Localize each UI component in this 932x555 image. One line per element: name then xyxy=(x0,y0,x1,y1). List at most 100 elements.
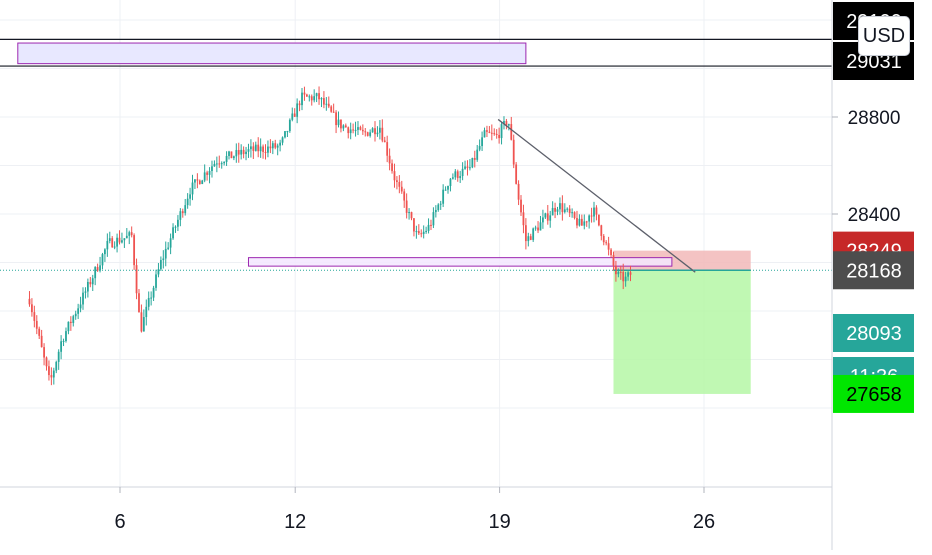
candle[interactable] xyxy=(50,367,53,386)
candle[interactable] xyxy=(332,103,335,113)
candle[interactable] xyxy=(203,164,206,183)
candle[interactable] xyxy=(605,240,608,246)
candle[interactable] xyxy=(537,221,539,234)
candle[interactable] xyxy=(269,139,272,154)
candle[interactable] xyxy=(490,124,493,141)
candle[interactable] xyxy=(213,160,216,167)
candle[interactable] xyxy=(82,287,84,310)
candle[interactable] xyxy=(305,93,308,97)
candle[interactable] xyxy=(150,291,153,306)
candle[interactable] xyxy=(432,207,435,229)
candle[interactable] xyxy=(425,226,428,234)
candle[interactable] xyxy=(408,208,410,220)
candle[interactable] xyxy=(629,265,632,282)
price-axis[interactable]: 28800 28400 xyxy=(832,108,900,226)
candle[interactable] xyxy=(206,170,209,181)
candle[interactable] xyxy=(86,278,89,298)
candle[interactable] xyxy=(262,144,264,159)
candle[interactable] xyxy=(366,131,369,137)
candle[interactable] xyxy=(376,126,379,137)
candle[interactable] xyxy=(242,146,245,159)
candle[interactable] xyxy=(559,197,561,215)
candle[interactable] xyxy=(318,86,320,105)
candle[interactable] xyxy=(459,170,462,183)
candle[interactable] xyxy=(510,116,513,141)
candle[interactable] xyxy=(55,360,58,374)
candle[interactable] xyxy=(191,174,194,201)
candle[interactable] xyxy=(573,211,576,220)
candle[interactable] xyxy=(179,208,182,227)
candle[interactable] xyxy=(138,289,140,313)
candle[interactable] xyxy=(33,305,36,328)
currency-badge[interactable]: USD xyxy=(858,16,910,56)
candle[interactable] xyxy=(451,173,454,180)
candle[interactable] xyxy=(437,203,440,212)
candle[interactable] xyxy=(57,349,60,370)
candle[interactable] xyxy=(556,206,559,216)
candle[interactable] xyxy=(454,169,457,180)
time-axis[interactable]: 6 12 19 26 xyxy=(114,487,715,533)
candle[interactable] xyxy=(189,187,191,206)
candle[interactable] xyxy=(301,87,303,111)
candle[interactable] xyxy=(483,127,486,138)
candle[interactable] xyxy=(174,225,177,233)
candle[interactable] xyxy=(123,238,126,248)
candle[interactable] xyxy=(135,258,138,300)
candle[interactable] xyxy=(65,327,67,343)
resistance-zone[interactable] xyxy=(17,42,527,65)
candle[interactable] xyxy=(442,184,445,208)
candle[interactable] xyxy=(588,214,591,229)
candle[interactable] xyxy=(503,116,505,130)
candle[interactable] xyxy=(155,269,157,291)
candle[interactable] xyxy=(218,155,221,168)
candle[interactable] xyxy=(344,123,347,128)
candle[interactable] xyxy=(164,241,167,267)
candle[interactable] xyxy=(427,218,430,234)
candle[interactable] xyxy=(125,228,128,239)
candle[interactable] xyxy=(72,314,75,327)
candle[interactable] xyxy=(461,162,464,181)
candle[interactable] xyxy=(257,137,260,158)
candle[interactable] xyxy=(568,205,571,218)
candle[interactable] xyxy=(517,180,520,206)
support-zone[interactable] xyxy=(247,257,673,267)
candle[interactable] xyxy=(386,135,389,163)
candle[interactable] xyxy=(235,143,238,163)
candle[interactable] xyxy=(481,131,483,151)
candle[interactable] xyxy=(498,127,501,144)
candle[interactable] xyxy=(595,205,598,221)
candle[interactable] xyxy=(69,316,72,331)
candle[interactable] xyxy=(580,214,583,226)
candle[interactable] xyxy=(208,167,211,184)
candle[interactable] xyxy=(247,143,250,158)
candle[interactable] xyxy=(515,162,518,185)
candle[interactable] xyxy=(291,107,294,122)
candle[interactable] xyxy=(77,303,80,320)
candle[interactable] xyxy=(430,219,432,231)
candle[interactable] xyxy=(607,236,610,256)
candle[interactable] xyxy=(624,271,627,287)
candle[interactable] xyxy=(563,203,566,214)
candle[interactable] xyxy=(130,226,133,238)
candle[interactable] xyxy=(252,142,255,160)
candle[interactable] xyxy=(94,266,97,286)
candle[interactable] xyxy=(211,160,213,178)
candle[interactable] xyxy=(566,207,569,213)
candle[interactable] xyxy=(619,265,622,280)
candle[interactable] xyxy=(157,263,160,278)
candle[interactable] xyxy=(167,242,170,251)
candle[interactable] xyxy=(274,139,277,150)
candle[interactable] xyxy=(279,139,282,152)
candle[interactable] xyxy=(198,179,201,185)
candle[interactable] xyxy=(177,215,179,232)
candle[interactable] xyxy=(250,139,252,158)
candle[interactable] xyxy=(369,129,372,138)
candle[interactable] xyxy=(108,231,111,244)
candle[interactable] xyxy=(546,205,549,225)
candle[interactable] xyxy=(400,180,403,194)
candle[interactable] xyxy=(378,120,381,140)
candle[interactable] xyxy=(172,223,174,240)
candle[interactable] xyxy=(43,343,45,366)
